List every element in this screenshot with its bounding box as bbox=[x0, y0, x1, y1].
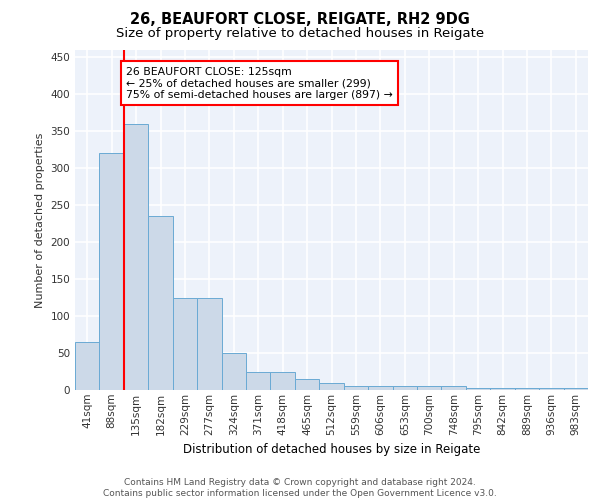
Text: Size of property relative to detached houses in Reigate: Size of property relative to detached ho… bbox=[116, 28, 484, 40]
Bar bbox=[539, 388, 563, 390]
Bar bbox=[368, 386, 392, 390]
Bar bbox=[246, 372, 271, 390]
Text: 26 BEAUFORT CLOSE: 125sqm
← 25% of detached houses are smaller (299)
75% of semi: 26 BEAUFORT CLOSE: 125sqm ← 25% of detac… bbox=[127, 66, 393, 100]
X-axis label: Distribution of detached houses by size in Reigate: Distribution of detached houses by size … bbox=[183, 443, 480, 456]
Bar bbox=[100, 154, 124, 390]
Bar bbox=[197, 298, 221, 390]
Bar bbox=[173, 298, 197, 390]
Bar bbox=[148, 216, 173, 390]
Bar bbox=[124, 124, 148, 390]
Bar bbox=[417, 386, 442, 390]
Bar bbox=[442, 386, 466, 390]
Bar bbox=[466, 388, 490, 390]
Bar bbox=[490, 388, 515, 390]
Bar bbox=[344, 386, 368, 390]
Bar bbox=[271, 372, 295, 390]
Bar bbox=[515, 388, 539, 390]
Bar bbox=[563, 388, 588, 390]
Text: 26, BEAUFORT CLOSE, REIGATE, RH2 9DG: 26, BEAUFORT CLOSE, REIGATE, RH2 9DG bbox=[130, 12, 470, 28]
Bar bbox=[319, 382, 344, 390]
Bar bbox=[221, 353, 246, 390]
Text: Contains HM Land Registry data © Crown copyright and database right 2024.
Contai: Contains HM Land Registry data © Crown c… bbox=[103, 478, 497, 498]
Y-axis label: Number of detached properties: Number of detached properties bbox=[35, 132, 45, 308]
Bar bbox=[75, 342, 100, 390]
Bar bbox=[295, 379, 319, 390]
Bar bbox=[392, 386, 417, 390]
